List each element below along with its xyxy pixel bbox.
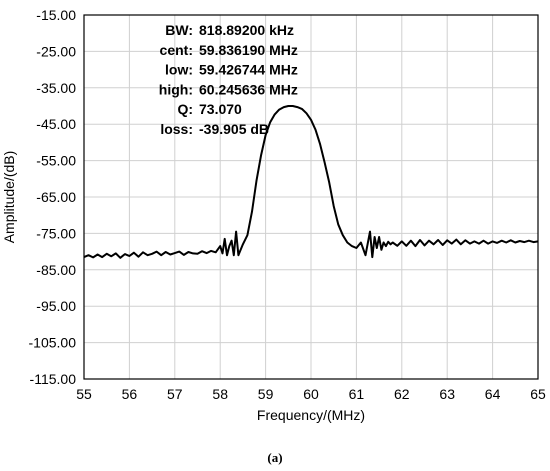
y-tick-label: -75.00 bbox=[36, 225, 76, 241]
y-tick-label: -55.00 bbox=[36, 153, 76, 169]
y-tick-label: -35.00 bbox=[36, 80, 76, 96]
y-tick-label: -85.00 bbox=[36, 262, 76, 278]
y-axis-ticks: -15.00 -25.00 -35.00 -45.00 -55.00 -65.00 -75.… bbox=[29, 7, 77, 387]
x-tick-label: 62 bbox=[394, 386, 410, 402]
x-tick-label: 65 bbox=[530, 386, 546, 402]
x-tick-label: 57 bbox=[167, 386, 183, 402]
annotation-value: 818.89200 kHz bbox=[199, 22, 294, 38]
x-tick-label: 61 bbox=[349, 386, 365, 402]
series-line bbox=[83, 105, 539, 259]
gridlines bbox=[83, 14, 539, 380]
annotation-value: 59.836190 MHz bbox=[199, 42, 298, 58]
x-axis-label: Frequency/(MHz) bbox=[257, 407, 365, 423]
x-tick-label: 55 bbox=[76, 386, 92, 402]
x-tick-label: 63 bbox=[439, 386, 455, 402]
annotation-label: loss: bbox=[160, 121, 193, 137]
x-tick-label: 64 bbox=[485, 386, 501, 402]
figure-caption: (a) bbox=[267, 450, 283, 465]
y-axis-label: Amplitude/(dB) bbox=[1, 151, 17, 244]
y-tick-label: -65.00 bbox=[36, 189, 76, 205]
y-tick-label: -15.00 bbox=[36, 7, 76, 23]
annotation-label: Q: bbox=[177, 101, 193, 117]
y-tick-label: -115.00 bbox=[30, 371, 77, 387]
x-tick-label: 59 bbox=[258, 386, 274, 402]
annotation-value: 59.426744 MHz bbox=[199, 62, 298, 78]
annotation-value: -39.905 dB bbox=[199, 121, 269, 137]
x-tick-label: 58 bbox=[212, 386, 228, 402]
annotation-box: BW: 818.89200 kHz cent: 59.836190 MHz low: 59… bbox=[159, 22, 298, 137]
annotation-label: low: bbox=[165, 62, 193, 78]
y-tick-label: -25.00 bbox=[36, 43, 76, 59]
x-tick-label: 60 bbox=[303, 386, 319, 402]
plot-area-frame bbox=[83, 14, 539, 380]
annotation-label: BW: bbox=[165, 22, 193, 38]
y-tick-label: -45.00 bbox=[36, 116, 76, 132]
annotation-value: 73.070 bbox=[199, 101, 242, 117]
y-tick-label: -105.00 bbox=[29, 335, 77, 351]
annotation-label: cent: bbox=[160, 42, 193, 58]
x-axis-ticks: 55 56 57 58 59 60 61 62 63 64 65 bbox=[76, 386, 546, 402]
annotation-value: 60.245636 MHz bbox=[199, 81, 298, 97]
y-tick-label: -95.00 bbox=[36, 298, 76, 314]
annotation-label: high: bbox=[159, 81, 193, 97]
x-tick-label: 56 bbox=[122, 386, 138, 402]
